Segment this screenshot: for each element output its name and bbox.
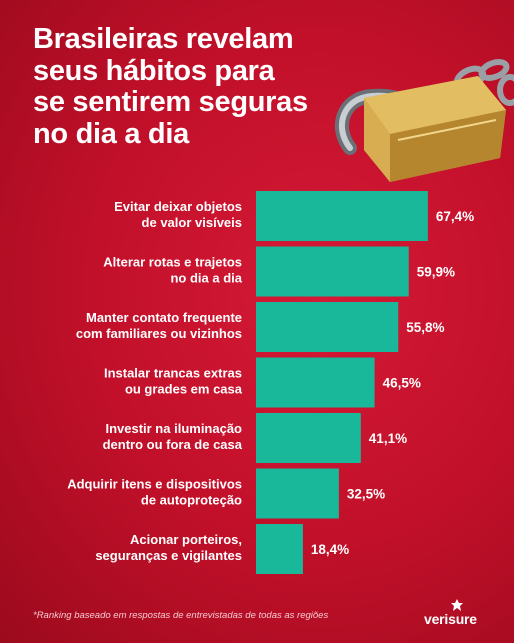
- category-label-1-line-1: Evitar deixar objetos: [114, 199, 242, 214]
- category-label-3: Manter contato frequente com familiares o…: [76, 310, 242, 341]
- footnote: *Ranking baseado em respostas de entrevi…: [33, 610, 329, 621]
- bar-chart: 67,4% Evitar deixar objetos de valor visív…: [67, 191, 474, 574]
- category-label-3-line-1: Manter contato frequente: [86, 310, 242, 325]
- category-label-2-line-2: no dia a dia: [170, 271, 242, 286]
- brand-name: verisure: [424, 611, 477, 627]
- bar-1: [256, 191, 428, 241]
- category-label-1: Evitar deixar objetos de valor visíveis: [114, 199, 242, 230]
- category-label-6: Adquirir itens e dispositivos de autoprot…: [67, 477, 242, 508]
- category-label-4-line-1: Instalar trancas extras: [104, 366, 242, 381]
- bar-7: [256, 524, 303, 574]
- value-label-2: 59,9%: [417, 265, 455, 280]
- category-label-4-line-2: ou grades em casa: [125, 382, 243, 397]
- category-label-4: Instalar trancas extras ou grades em casa: [104, 366, 243, 397]
- category-label-6-line-1: Adquirir itens e dispositivos: [67, 477, 242, 492]
- value-label-1: 67,4%: [436, 209, 474, 224]
- category-label-5-line-1: Investir na iluminação: [105, 421, 242, 436]
- category-label-2-line-1: Alterar rotas e trajetos: [103, 255, 242, 270]
- title-line-1: Brasileiras revelam: [33, 23, 294, 55]
- value-label-5: 41,1%: [369, 431, 407, 446]
- bar-4: [256, 357, 375, 408]
- title-line-3: se sentirem seguras: [33, 86, 308, 118]
- title-line-2: seus hábitos para: [33, 54, 275, 87]
- category-label-3-line-2: com familiares ou vizinhos: [76, 326, 242, 341]
- category-label-7-line-2: seguranças e vigilantes: [95, 548, 242, 563]
- category-label-5: Investir na iluminação dentro ou fora de …: [103, 421, 243, 452]
- bar-6: [256, 468, 339, 519]
- category-label-1-line-2: de valor visíveis: [142, 215, 242, 230]
- brand-logo: verisure: [424, 599, 506, 632]
- category-label-6-line-2: de autoproteção: [141, 493, 242, 508]
- category-label-2: Alterar rotas e trajetos no dia a dia: [103, 255, 243, 286]
- value-label-4: 46,5%: [383, 376, 421, 391]
- category-label-7: Acionar porteiros, seguranças e vigilante…: [95, 532, 242, 563]
- category-label-7-line-1: Acionar porteiros,: [130, 532, 242, 547]
- verisure-logo-icon: [451, 599, 463, 611]
- category-label-5-line-2: dentro ou fora de casa: [103, 437, 243, 452]
- bar-3: [256, 302, 399, 352]
- chart-title: Brasileiras revelam seus hábitos para se…: [33, 23, 363, 150]
- bar-5: [256, 413, 361, 463]
- value-label-7: 18,4%: [311, 542, 349, 557]
- padlock-icon: [335, 59, 514, 182]
- bar-2: [256, 246, 409, 297]
- value-label-3: 55,8%: [406, 320, 444, 335]
- value-label-6: 32,5%: [347, 487, 385, 502]
- title-line-4: no dia a dia: [33, 117, 189, 150]
